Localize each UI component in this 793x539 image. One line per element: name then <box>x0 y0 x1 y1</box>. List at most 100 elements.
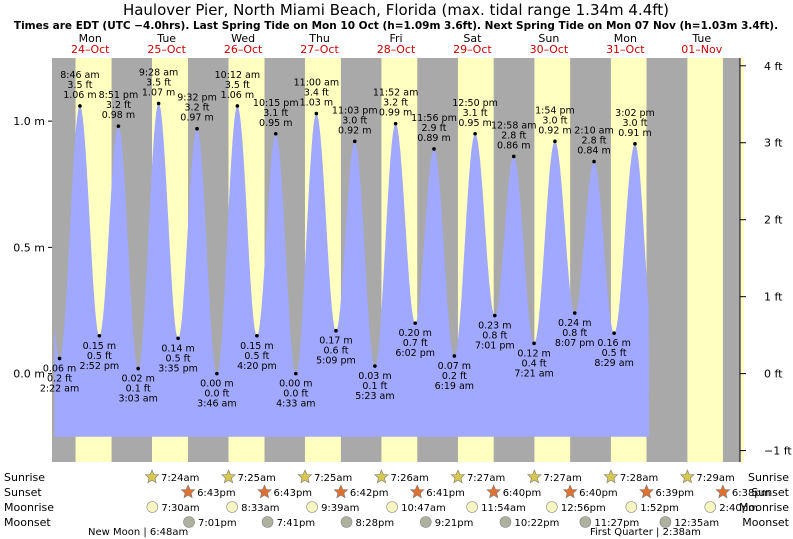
tide-point <box>57 356 62 361</box>
day-date: 25–Oct <box>147 43 186 56</box>
moonrise-moon-icon <box>546 501 558 513</box>
sunrise-row-label-left: Sunrise <box>4 471 45 484</box>
first-quarter-label: First Quarter | 2:38am <box>590 527 701 538</box>
tide-time-label: 11:03 pm <box>332 105 378 116</box>
tide-ft-label: 0.5 ft <box>244 351 269 362</box>
tide-ft-label: 3.2 ft <box>383 98 408 109</box>
sunrise-time-label: 7:27am <box>543 473 581 484</box>
tide-time-label: 11:00 am <box>294 78 339 89</box>
moonrise-time-label: 2:40pm <box>719 503 758 514</box>
moonrise-moon-icon <box>306 501 318 513</box>
sunset-star-icon <box>257 484 272 499</box>
left-tick-label: 1.0 m <box>13 115 45 128</box>
day-weekday: Fri <box>389 32 402 45</box>
tide-m-label: 0.24 m <box>558 318 591 329</box>
tide-point <box>255 333 259 338</box>
moonset-moon-icon <box>261 516 274 528</box>
new-moon-label: New Moon | 6:48am <box>88 527 188 538</box>
tide-m-label: 0.84 m <box>577 146 610 157</box>
tide-ft-label: 0.8 ft <box>562 328 587 339</box>
daylight-band <box>687 58 723 462</box>
tide-point <box>294 371 298 376</box>
tide-ft-label: 0.5 ft <box>87 351 112 362</box>
tide-time-label: 8:29 am <box>594 358 633 369</box>
tide-point <box>176 336 180 341</box>
tide-ft-label: 3.5 ft <box>146 77 171 88</box>
tide-time-label: 3:02 pm <box>615 108 655 119</box>
tide-ft-label: 0.6 ft <box>323 346 348 357</box>
sunrise-star-icon <box>603 469 619 484</box>
tide-time-label: 2:22 am <box>40 383 79 394</box>
tide-point <box>393 121 398 126</box>
sunset-time-label: 6:41pm <box>426 488 465 499</box>
tide-ft-label: 2.8 ft <box>501 130 526 141</box>
sunset-star-icon <box>639 484 654 499</box>
tide-point <box>452 354 457 358</box>
sunrise-row-label-right: Sunrise <box>748 471 789 484</box>
tide-labels: 0.06 m0.2 ft2:22 am8:46 am3.5 ft1.06 m0.… <box>40 67 655 409</box>
header: Haulover Pier, North Miami Beach, Florid… <box>14 1 778 32</box>
moonrise-moon-icon <box>146 501 159 513</box>
sunset-time-label: 6:40pm <box>579 488 618 499</box>
tide-time-label: 3:35 pm <box>158 363 198 374</box>
tide-m-label: 1.07 m <box>142 87 175 98</box>
sunrise-time-label: 7:28am <box>620 473 658 484</box>
tide-point <box>334 328 338 333</box>
sunrise-time-label: 7:27am <box>467 473 505 484</box>
moonset-time-label: 8:28pm <box>356 518 395 529</box>
moonrise-time-label: 8:33am <box>241 503 279 514</box>
day-date: 01–Nov <box>681 43 722 56</box>
tide-time-label: 8:51 pm <box>99 90 139 101</box>
moonset-time-label: 11:27pm <box>594 518 639 529</box>
tide-time-label: 10:15 pm <box>253 98 299 109</box>
tide-point <box>592 159 596 164</box>
tide-point <box>553 139 557 144</box>
sunrise-star-icon <box>297 469 313 484</box>
tide-point <box>352 139 357 144</box>
tide-time-label: 5:23 am <box>355 391 394 402</box>
sunset-time-label: 6:43pm <box>197 488 236 499</box>
sunrise-time-label: 7:26am <box>390 473 428 484</box>
tide-ft-label: 0.8 ft <box>482 331 507 342</box>
tide-point <box>215 371 219 376</box>
tide-m-label: 1.03 m <box>300 98 333 109</box>
day-weekday: Sun <box>538 32 559 45</box>
sunrise-time-label: 7:24am <box>161 473 199 484</box>
sunrise-star-icon <box>679 469 695 484</box>
moonset-moon-icon <box>183 516 195 528</box>
tide-point <box>156 101 161 106</box>
tide-m-label: 0.95 m <box>458 118 491 129</box>
sunrise-time-label: 7:25am <box>238 473 276 484</box>
sunset-star-icon <box>409 484 425 499</box>
sunset-time-label: 6:39pm <box>656 488 695 499</box>
tide-point <box>273 131 278 136</box>
moonrise-time-label: 11:54am <box>481 503 526 514</box>
moonset-time-label: 7:01pm <box>198 518 237 529</box>
moonrise-row-label-right: Moonrise <box>739 501 789 514</box>
tide-m-label: 0.91 m <box>618 128 651 139</box>
tide-m-label: 0.86 m <box>497 140 530 151</box>
tide-time-label: 8:07 pm <box>555 338 595 349</box>
moonrise-time-label: 10:47am <box>401 503 446 514</box>
tide-ft-label: 3.2 ft <box>106 100 131 111</box>
tide-ft-label: 0.2 ft <box>442 371 467 382</box>
tide-ft-label: 2.9 ft <box>421 123 446 134</box>
tide-time-label: 3:46 am <box>197 399 236 410</box>
day-weekday: Mon <box>614 32 637 45</box>
tide-time-label: 6:02 pm <box>395 348 435 359</box>
tide-point <box>432 147 436 151</box>
tide-time-label: 7:21 am <box>514 368 553 379</box>
tide-ft-label: 3.5 ft <box>67 80 92 91</box>
tide-time-label: 8:46 am <box>60 70 99 81</box>
tide-point <box>195 126 199 131</box>
tide-m-label: 0.02 m <box>121 374 154 385</box>
day-weekday: Sat <box>463 32 482 45</box>
tide-m-label: 0.12 m <box>517 348 550 359</box>
tide-m-label: 0.92 m <box>338 125 371 136</box>
right-tick-label: 0 ft <box>764 368 783 381</box>
tide-m-label: 0.23 m <box>478 321 511 332</box>
right-tick-label: 2 ft <box>764 214 783 227</box>
tide-ft-label: 0.7 ft <box>403 338 428 349</box>
sunset-time-label: 6:43pm <box>274 488 313 499</box>
